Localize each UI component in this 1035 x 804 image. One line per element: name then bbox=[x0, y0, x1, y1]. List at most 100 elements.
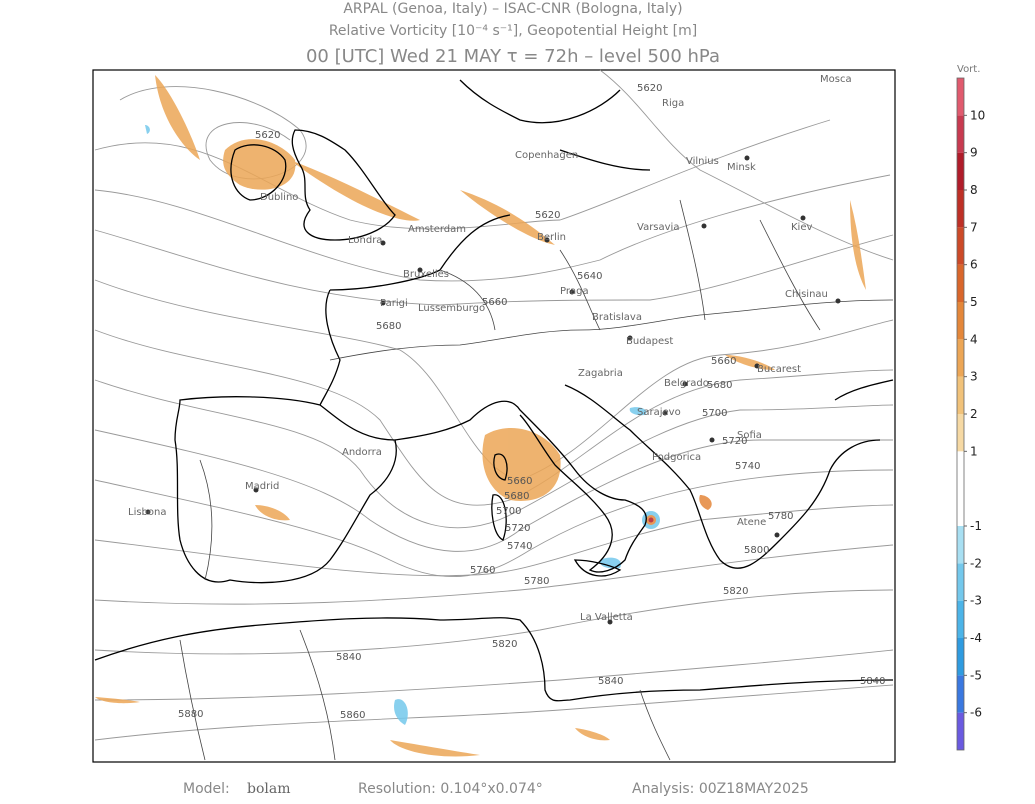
colorbar-tick-label: 1 bbox=[970, 444, 978, 458]
contour-label: 5700 bbox=[496, 506, 521, 517]
city-label: Bruxelles bbox=[403, 269, 449, 280]
city-label: Sarajevo bbox=[637, 407, 681, 418]
colorbar-segment bbox=[957, 227, 964, 265]
city-label: Atene bbox=[737, 517, 766, 528]
contour-label: 5620 bbox=[637, 83, 662, 94]
contour-label: 5740 bbox=[507, 541, 532, 552]
contour-label: 5660 bbox=[482, 297, 507, 308]
colorbar-tick-label: 9 bbox=[970, 146, 978, 160]
city-label: Lussemburgo bbox=[418, 303, 485, 314]
city-label: Mosca bbox=[820, 74, 852, 85]
colorbar-segment bbox=[957, 600, 964, 638]
coastlines bbox=[94, 79, 894, 702]
contour-label: 5640 bbox=[577, 271, 602, 282]
contour-label: 5720 bbox=[505, 523, 530, 534]
contour-label: 5820 bbox=[492, 639, 517, 650]
contour-label: 5860 bbox=[340, 710, 365, 721]
colorbar-tick-label: 3 bbox=[970, 370, 978, 384]
colorbar-segment bbox=[957, 563, 964, 601]
header-line: 00 [UTC] Wed 21 MAY τ = 72h – level 500 … bbox=[306, 46, 720, 67]
city-label: Varsavia bbox=[637, 222, 679, 233]
footer-model-label: Model: bbox=[183, 781, 230, 797]
colorbar-segment bbox=[957, 152, 964, 190]
colorbar: Vort. -6 -5 -4 -3 -2 -1 1 2 3 4 5 6 7 8 9 10 bbox=[956, 64, 985, 751]
city-label: Budapest bbox=[626, 336, 673, 347]
colorbar-tick-label: -4 bbox=[970, 631, 982, 645]
contour-label: 5660 bbox=[711, 356, 736, 367]
city-label: Dublino bbox=[260, 192, 298, 203]
city-label: Minsk bbox=[727, 162, 756, 173]
contour-label: 5840 bbox=[860, 676, 885, 687]
contour-label: 5620 bbox=[255, 130, 280, 141]
contour-label: 5840 bbox=[598, 676, 623, 687]
city-label: La Valletta bbox=[580, 612, 633, 623]
contour-label: 5780 bbox=[768, 511, 793, 522]
colorbar-tick-label: -3 bbox=[970, 594, 982, 608]
contour-label: 5820 bbox=[723, 586, 748, 597]
city-label: Zagabria bbox=[578, 368, 623, 379]
colorbar-segment bbox=[957, 712, 964, 750]
city-label: Riga bbox=[662, 98, 684, 109]
city-label: Kiev bbox=[791, 222, 812, 233]
colorbar-segment bbox=[957, 78, 964, 116]
city-label: Belgrado bbox=[664, 378, 709, 389]
city-label: Bucarest bbox=[757, 364, 801, 375]
colorbar-tick-label: -6 bbox=[970, 706, 982, 720]
city-label: Londra bbox=[348, 235, 382, 246]
contour-label: 5680 bbox=[504, 491, 529, 502]
city-label: Podgorica bbox=[652, 452, 701, 463]
contour-label: 5620 bbox=[535, 210, 560, 221]
header-line: Relative Vorticity [10⁻⁴ s⁻¹], Geopotent… bbox=[329, 23, 697, 39]
colorbar-segment bbox=[957, 638, 964, 676]
vorticity-shading bbox=[95, 75, 866, 757]
map: Mosca Riga Vilnius Minsk Kiev Copenhagen… bbox=[92, 69, 896, 763]
city-labels: Mosca Riga Vilnius Minsk Kiev Copenhagen… bbox=[128, 74, 852, 623]
city-label: Sofia bbox=[737, 430, 762, 441]
city-label: Copenhagen bbox=[515, 150, 578, 161]
city-label: Berlin bbox=[537, 232, 566, 243]
city-label: Chisinau bbox=[785, 289, 828, 300]
contour-label: 5740 bbox=[735, 461, 760, 472]
colorbar-tick-label: 7 bbox=[970, 220, 978, 234]
colorbar-label: Vort. bbox=[957, 64, 980, 75]
city-dots bbox=[145, 155, 841, 625]
borders bbox=[179, 199, 894, 761]
colorbar-tick-label: -2 bbox=[970, 556, 982, 570]
colorbar-segment bbox=[957, 115, 964, 153]
footer-resolution: Resolution: 0.104°x0.074° bbox=[358, 781, 543, 797]
map-frame bbox=[92, 69, 896, 763]
city-label: Amsterdam bbox=[408, 224, 466, 235]
contour-label: 5760 bbox=[470, 565, 495, 576]
city-label: Parigi bbox=[380, 298, 408, 309]
footer-model: bolam bbox=[247, 781, 291, 797]
city-label: Praga bbox=[560, 286, 589, 297]
city-label: Andorra bbox=[342, 447, 382, 458]
colorbar-segment bbox=[957, 451, 964, 526]
header-line: ARPAL (Genoa, Italy) – ISAC-CNR (Bologna… bbox=[343, 1, 682, 17]
contour-label: 5680 bbox=[376, 321, 401, 332]
contour-label: 5720 bbox=[722, 436, 747, 447]
city-label: Lisbona bbox=[128, 507, 167, 518]
city-label: Bratislava bbox=[592, 312, 642, 323]
colorbar-tick-label: 6 bbox=[970, 258, 978, 272]
colorbar-tick-label: -5 bbox=[970, 668, 982, 682]
colorbar-tick-label: 2 bbox=[970, 407, 978, 421]
colorbar-segment bbox=[957, 302, 964, 340]
city-label: Vilnius bbox=[686, 156, 719, 167]
colorbar-segment bbox=[957, 190, 964, 228]
colorbar-segment bbox=[957, 376, 964, 414]
colorbar-tick-label: 8 bbox=[970, 183, 978, 197]
colorbar-segment bbox=[957, 339, 964, 377]
city-label: Madrid bbox=[245, 481, 279, 492]
colorbar-tick-label: 5 bbox=[970, 295, 978, 309]
contour-label: 5780 bbox=[524, 576, 549, 587]
contour-label: 5880 bbox=[178, 709, 203, 720]
colorbar-segment bbox=[957, 414, 964, 452]
colorbar-tick-label: -1 bbox=[970, 519, 982, 533]
colorbar-segment bbox=[957, 526, 964, 564]
contour-label: 5680 bbox=[707, 380, 732, 391]
contour-label: 5660 bbox=[507, 476, 532, 487]
contour-label: 5800 bbox=[744, 545, 769, 556]
colorbar-tick-label: 10 bbox=[970, 108, 985, 122]
